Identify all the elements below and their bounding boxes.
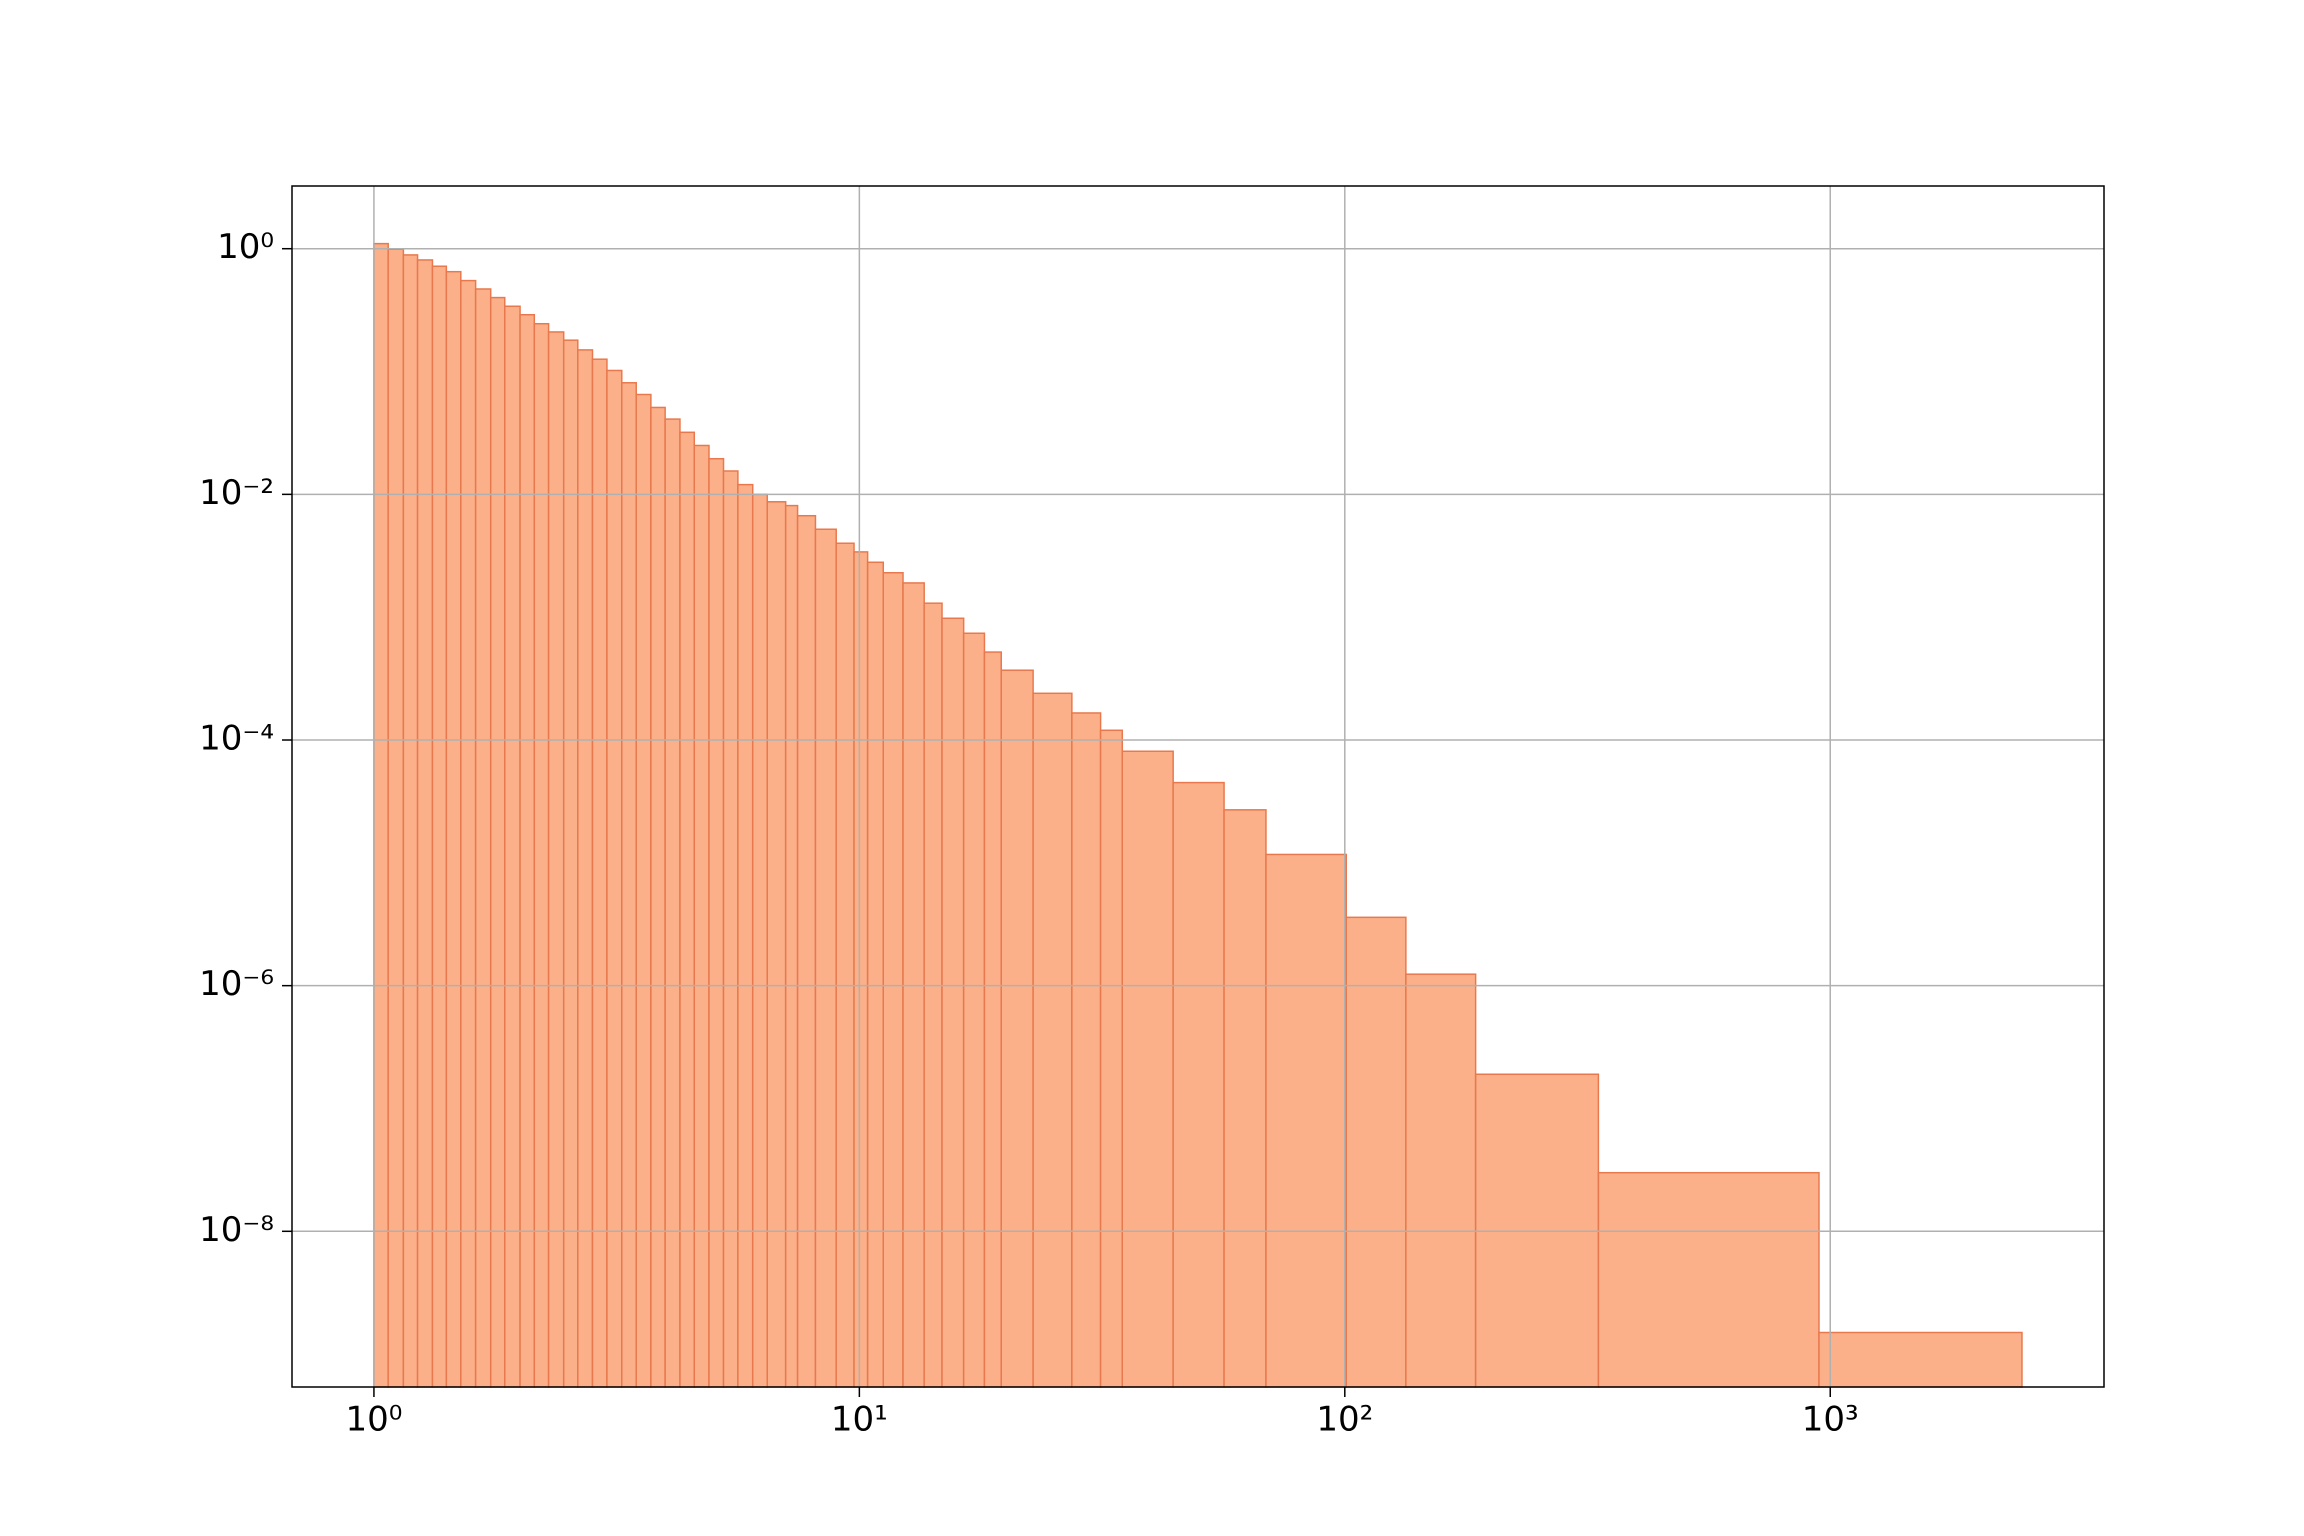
- bar: [814, 528, 837, 1388]
- bar: [606, 369, 623, 1388]
- y-tick-label: 10⁻²: [199, 473, 274, 513]
- bar: [1597, 1171, 1820, 1388]
- bar: [835, 542, 855, 1388]
- bar: [460, 279, 477, 1388]
- bar: [635, 393, 652, 1388]
- bar: [474, 288, 492, 1388]
- bar: [533, 322, 550, 1388]
- bar: [679, 431, 696, 1388]
- bar: [751, 493, 768, 1388]
- bar: [708, 457, 725, 1388]
- bar: [431, 265, 448, 1388]
- bar: [693, 444, 710, 1388]
- y-tick-label: 10⁻⁸: [199, 1210, 274, 1250]
- bar: [983, 651, 1002, 1388]
- y-tick-label: 10⁰: [217, 227, 274, 267]
- bar: [962, 632, 986, 1388]
- bar: [784, 504, 799, 1388]
- bar: [796, 514, 817, 1388]
- bar: [562, 339, 579, 1388]
- bar: [402, 254, 419, 1388]
- bar: [866, 561, 885, 1388]
- bar: [373, 242, 389, 1388]
- bar: [621, 382, 637, 1388]
- bar: [923, 602, 943, 1388]
- bar: [1099, 729, 1124, 1388]
- bar: [737, 483, 754, 1388]
- y-tick-label: 10⁻⁴: [199, 719, 274, 759]
- x-tick-label: 10²: [1316, 1400, 1373, 1440]
- bar: [591, 358, 608, 1388]
- bar: [853, 551, 869, 1388]
- bar: [882, 572, 904, 1388]
- bar: [1818, 1331, 2023, 1388]
- bar: [1071, 712, 1102, 1388]
- y-tick-label: 10⁻⁶: [199, 964, 274, 1004]
- x-tick-label: 10¹: [831, 1400, 888, 1440]
- bar: [1000, 669, 1034, 1388]
- bar: [1121, 750, 1174, 1388]
- bar: [1405, 973, 1477, 1388]
- bar: [941, 617, 965, 1388]
- bar: [1345, 916, 1407, 1388]
- bar: [519, 313, 536, 1388]
- bar: [722, 470, 739, 1388]
- bar: [664, 418, 681, 1388]
- bar: [504, 305, 521, 1388]
- bar: [1223, 809, 1267, 1388]
- bar: [416, 259, 434, 1388]
- bar: [766, 501, 787, 1388]
- plot-frame: [291, 185, 2105, 1388]
- bar: [1172, 781, 1225, 1388]
- bar: [547, 331, 565, 1388]
- bar: [1265, 853, 1348, 1388]
- bar: [650, 406, 666, 1388]
- bar: [445, 270, 462, 1388]
- bar: [489, 296, 506, 1388]
- bar: [387, 248, 405, 1388]
- x-tick-label: 10³: [1802, 1400, 1859, 1440]
- bar: [1032, 692, 1073, 1388]
- x-tick-label: 10⁰: [345, 1400, 402, 1440]
